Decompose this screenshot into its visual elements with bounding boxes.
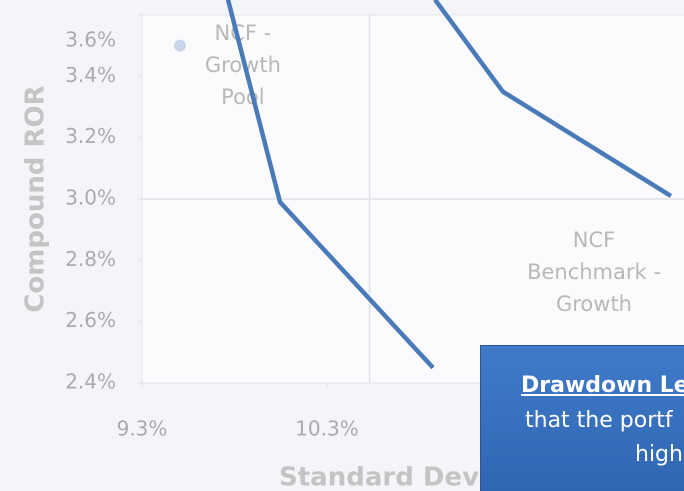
y-tick-label: 3.4% (65, 63, 116, 87)
scatter-point (173, 39, 186, 52)
callout-title: Drawdown Le (521, 373, 684, 398)
y-tick-label: 3.6% (65, 28, 116, 52)
x-tick-label: 9.3% (117, 417, 168, 441)
y-tick-label: 3.0% (65, 186, 116, 210)
annotation: NCF Benchmark - Growth (527, 228, 661, 316)
y-tick-label: 3.2% (65, 124, 116, 148)
callout-line: high (635, 442, 683, 467)
x-axis-title: Standard Devi (279, 463, 488, 491)
line (225, 0, 435, 370)
y-axis-title: Compound ROR (21, 85, 51, 312)
line (433, 0, 673, 198)
point-label: NCF - Growth Pool (204, 20, 281, 109)
y-tick-label: 2.8% (65, 247, 116, 271)
callout-box: Drawdown Le that the portf high (480, 345, 684, 491)
x-tick-label: 10.3% (295, 417, 359, 441)
y-tick-label: 2.4% (65, 370, 116, 394)
y-tick-label: 2.6% (65, 308, 116, 332)
callout-line: that the portf (525, 408, 673, 433)
